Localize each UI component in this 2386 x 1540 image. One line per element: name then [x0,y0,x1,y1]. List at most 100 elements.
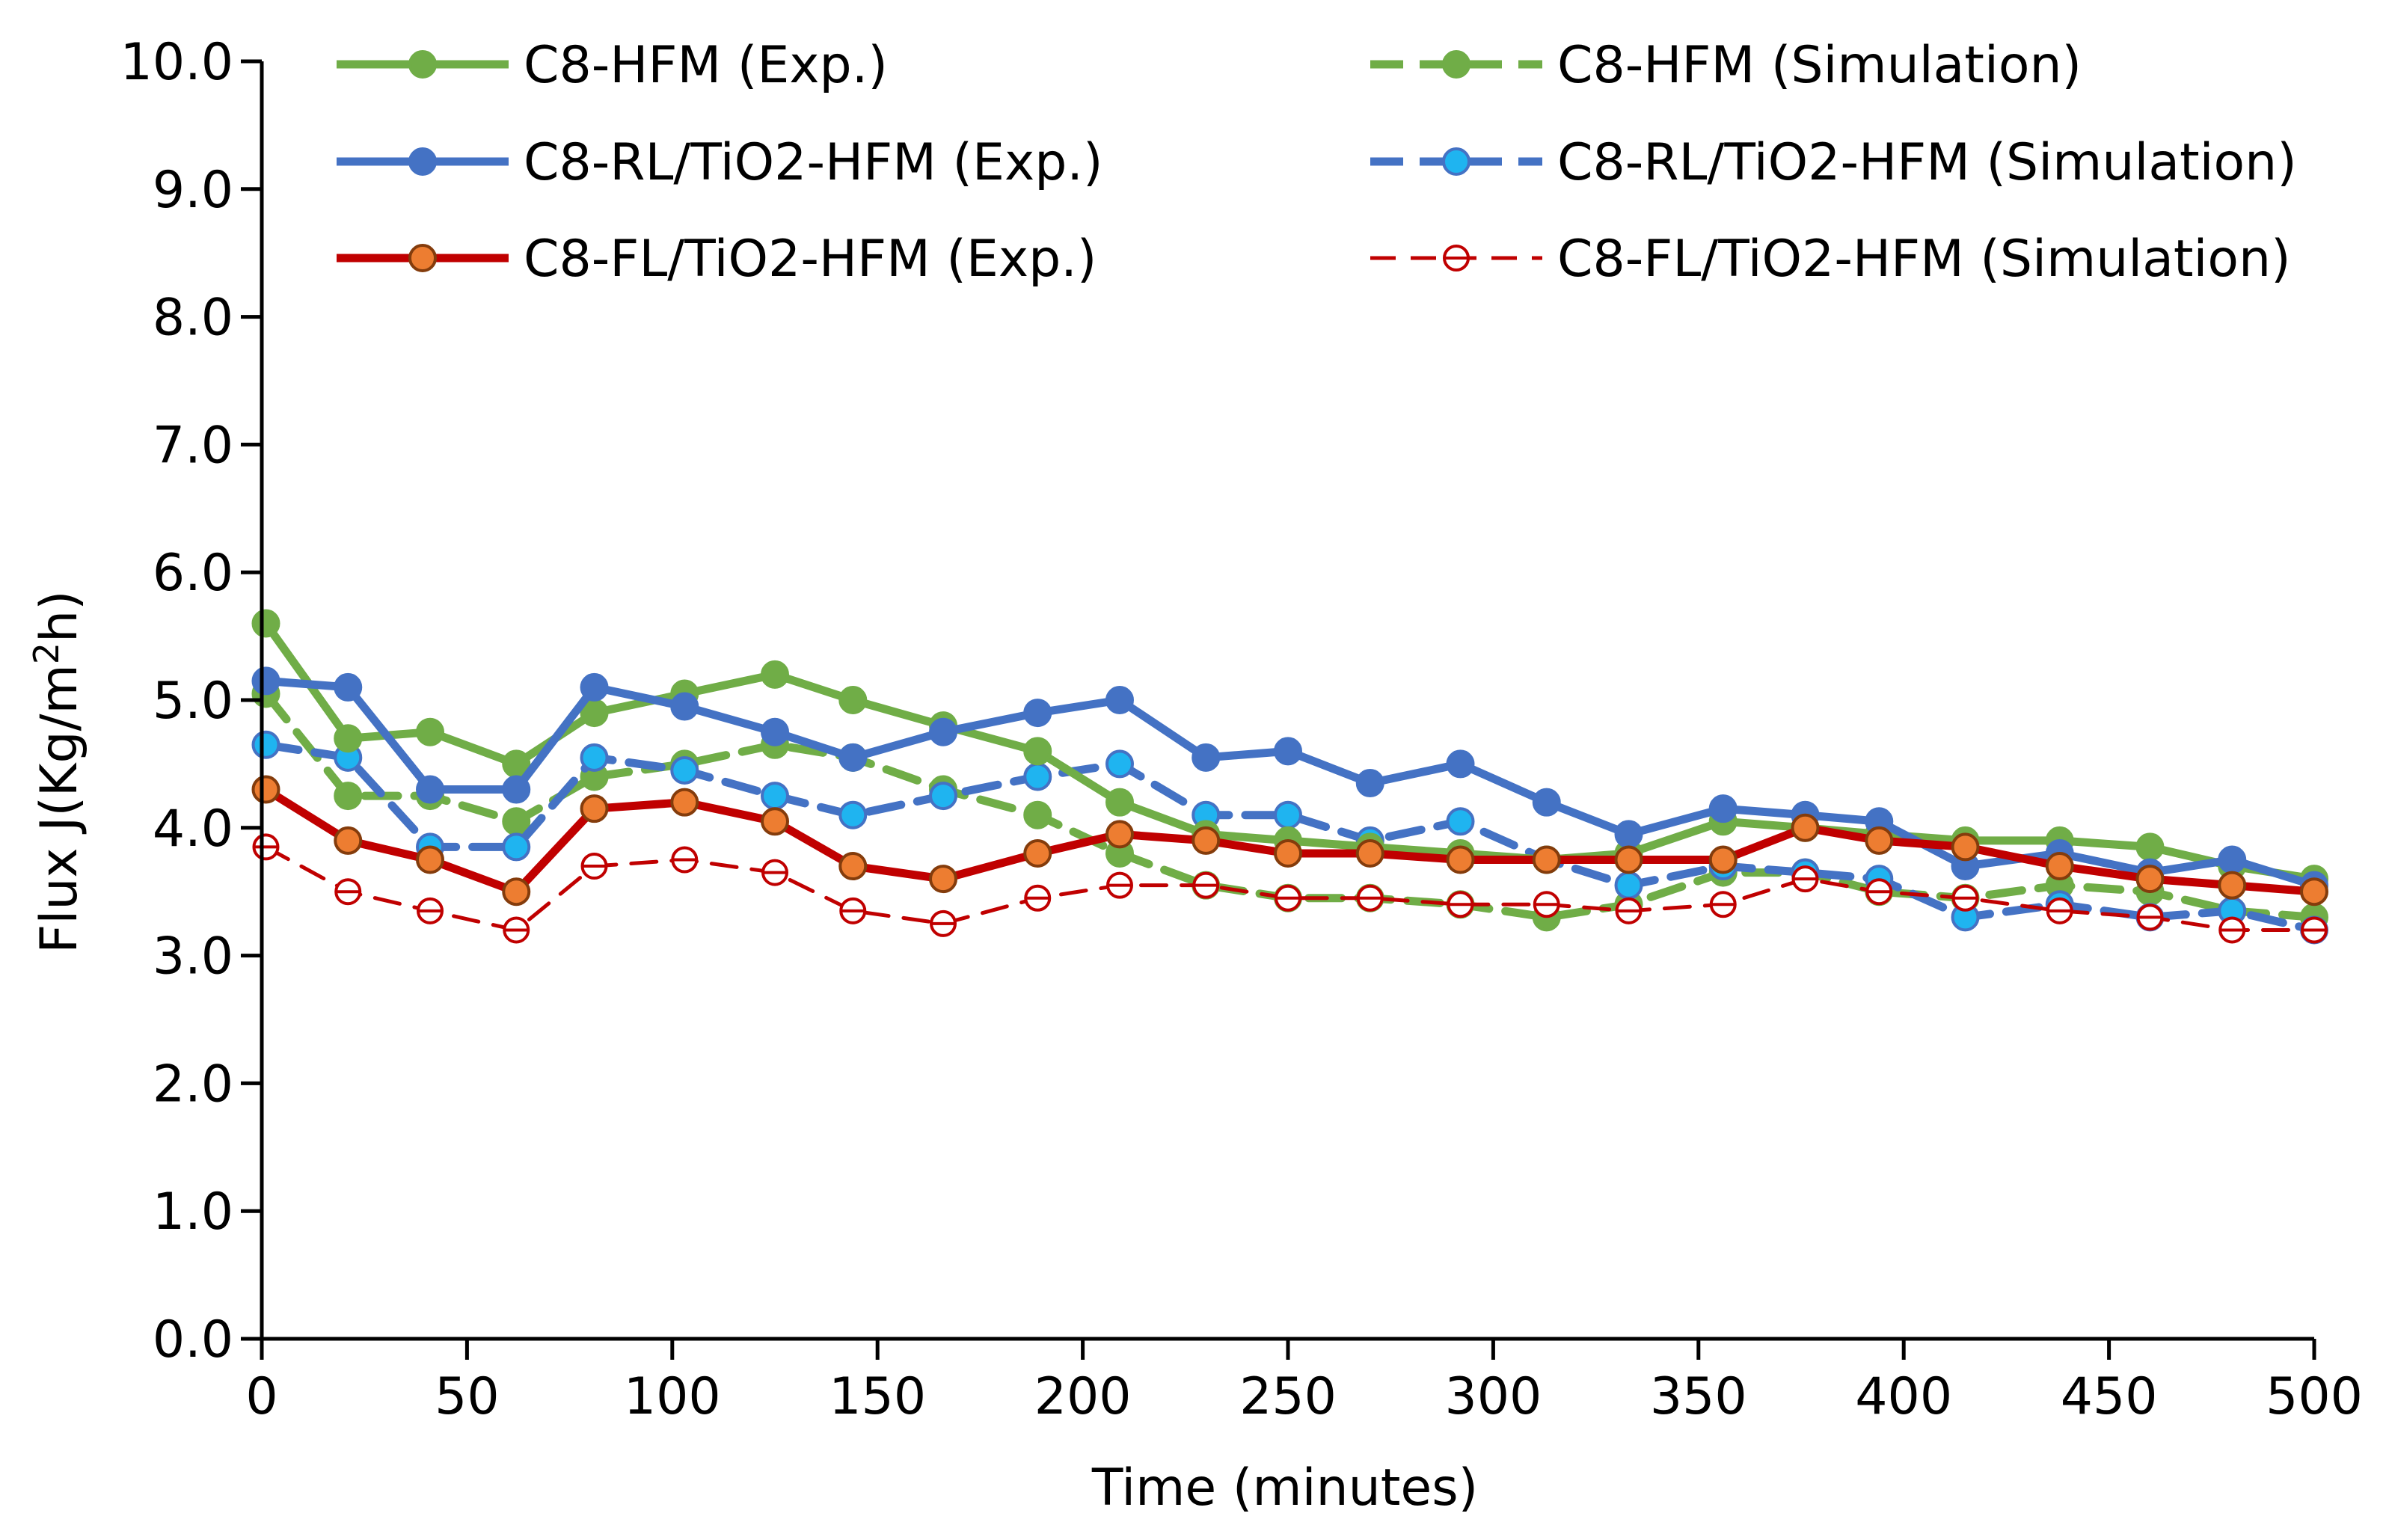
data-point [1532,845,1561,874]
series-layer [251,609,2328,945]
data-point [334,782,363,811]
data-point [2218,871,2247,900]
data-point [502,877,531,906]
x-tick-label: 350 [1650,1367,1747,1426]
y-tick-label: 9.0 [153,161,233,220]
data-point [1614,820,1643,849]
data-point [838,800,868,829]
legend-label: C8-RL/TiO2-HFM (Exp.) [524,133,1103,192]
data-point [416,717,445,746]
data-point [1708,845,1738,874]
legend-item-4: C8-FL/TiO2-HFM (Exp.) [337,230,1097,289]
data-point [929,782,958,811]
legend-item-3: C8-RL/TiO2-HFM (Simulation) [1370,133,2297,192]
data-point [334,724,363,753]
data-point [1791,813,1820,842]
data-point [1023,762,1052,791]
y-tick-label: 8.0 [153,289,233,348]
legend-item-0: C8-HFM (Exp.) [337,36,888,95]
data-point [1105,788,1134,817]
y-ticks: 0.0 1.0 2.0 3.0 4.0 5.0 6.0 7.0 8.0 9.0 10.0 [120,33,262,1369]
x-tick-label: 400 [1855,1367,1952,1426]
y-tick-label: 1.0 [153,1182,233,1242]
legend-swatch-marker [408,50,437,79]
data-point [251,775,280,804]
data-point [416,775,445,804]
y-tick-label: 2.0 [153,1055,233,1114]
data-point [1023,699,1052,728]
y-tick-label: 10.0 [120,33,233,92]
legend-label: C8-HFM (Exp.) [524,36,888,95]
legend-label: C8-RL/TiO2-HFM (Simulation) [1557,133,2297,192]
data-point [251,730,280,759]
data-point [2218,845,2247,874]
data-point [761,782,789,811]
data-point [2135,832,2165,862]
x-tick-label: 150 [829,1367,926,1426]
y-axis-title-base: Flux J(Kg/m [30,664,89,953]
legend-swatch-marker [1442,50,1470,79]
data-point [838,743,868,772]
series-5 [252,833,2328,944]
y-axis-title-end: h) [30,590,89,642]
x-axis-title: Time (minutes) [1091,1458,1478,1518]
data-point [929,865,958,894]
data-point [1023,737,1052,766]
x-tick-label: 100 [624,1367,721,1426]
data-point [1614,845,1643,874]
data-point [1192,743,1221,772]
x-tick-label: 0 [245,1367,277,1426]
legend-item-5: C8-FL/TiO2-HFM (Simulation) [1370,230,2291,289]
data-point [761,807,789,836]
data-point [2045,852,2074,881]
data-point [670,788,699,817]
x-tick-label: 200 [1034,1367,1132,1426]
data-point [2135,865,2165,894]
data-point [929,717,958,746]
legend-item-1: C8-HFM (Simulation) [1370,36,2082,95]
data-point [1274,838,1302,868]
data-point [1446,807,1475,836]
data-point [334,672,363,702]
data-point [334,826,363,855]
x-tick-label: 450 [2061,1367,2158,1426]
legend-label: C8-FL/TiO2-HFM (Simulation) [1557,230,2291,289]
data-point [1274,800,1302,829]
legend-label: C8-FL/TiO2-HFM (Exp.) [524,230,1097,289]
data-point [1446,845,1475,874]
data-point [1023,800,1052,829]
data-point [1865,826,1894,855]
data-point [838,686,868,714]
data-point [1105,749,1134,779]
legend: C8-HFM (Exp.) C8-HFM (Simulation) C8-RL/Ti… [337,36,2297,289]
data-point [580,672,609,702]
series-4 [251,775,2328,906]
data-point [1105,686,1134,714]
data-point [670,755,699,785]
data-point [2300,877,2328,906]
x-tick-label: 250 [1239,1367,1337,1426]
data-point [580,743,609,772]
x-tick-label: 300 [1445,1367,1542,1426]
data-point [1532,788,1561,817]
legend-swatch-marker [408,147,437,176]
data-point [1023,838,1052,868]
data-point [502,807,531,836]
legend-label: C8-HFM (Simulation) [1557,36,2082,95]
data-point [502,832,531,862]
data-point [1105,820,1134,849]
data-point [1951,832,1980,862]
data-point [1708,794,1738,823]
x-tick-label: 50 [435,1367,500,1426]
data-point [502,775,531,804]
y-tick-label: 4.0 [153,800,233,859]
data-point [251,609,280,638]
data-point [1355,838,1384,868]
y-tick-label: 0.0 [153,1310,233,1369]
y-tick-label: 3.0 [153,927,233,987]
legend-item-2: C8-RL/TiO2-HFM (Exp.) [337,133,1103,192]
legend-swatch-marker [1442,147,1470,176]
data-point [1446,749,1475,779]
data-point [416,845,445,874]
